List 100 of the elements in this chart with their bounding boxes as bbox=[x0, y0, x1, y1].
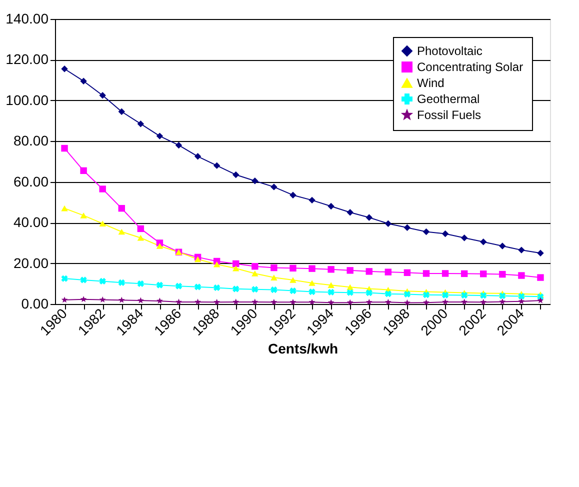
point bbox=[270, 264, 278, 272]
point bbox=[328, 202, 334, 210]
point bbox=[61, 275, 68, 282]
point bbox=[499, 270, 506, 278]
point bbox=[137, 225, 144, 232]
point bbox=[61, 66, 68, 72]
point bbox=[537, 297, 544, 304]
y-tick-label: 80.00 bbox=[13, 132, 49, 149]
point bbox=[480, 298, 487, 305]
point bbox=[346, 209, 354, 216]
point bbox=[328, 288, 334, 296]
point bbox=[80, 212, 87, 218]
legend-label: Geothermal bbox=[417, 92, 480, 106]
point bbox=[499, 242, 506, 250]
point bbox=[80, 276, 87, 284]
point bbox=[118, 108, 125, 115]
point bbox=[290, 298, 296, 305]
point bbox=[480, 270, 487, 278]
point bbox=[252, 262, 258, 270]
point bbox=[537, 293, 544, 300]
y-tick-label: 60.00 bbox=[13, 173, 49, 190]
point bbox=[270, 286, 278, 294]
point bbox=[442, 230, 449, 238]
point bbox=[214, 298, 220, 305]
point bbox=[270, 184, 278, 190]
point bbox=[346, 267, 354, 274]
point bbox=[308, 265, 316, 272]
point bbox=[384, 220, 392, 227]
point bbox=[442, 292, 449, 298]
point bbox=[518, 298, 525, 304]
point bbox=[346, 284, 354, 290]
point bbox=[366, 289, 372, 296]
y-tick-label: 40.00 bbox=[13, 214, 49, 230]
point bbox=[290, 287, 296, 294]
y-tick-label: 0.00 bbox=[21, 296, 49, 312]
point bbox=[328, 266, 334, 273]
point bbox=[328, 299, 334, 306]
point bbox=[290, 277, 296, 283]
point bbox=[366, 268, 372, 275]
point bbox=[442, 298, 448, 305]
point bbox=[308, 298, 316, 305]
point bbox=[404, 299, 410, 306]
point bbox=[384, 298, 392, 305]
point bbox=[537, 250, 544, 256]
point bbox=[499, 298, 506, 304]
point bbox=[194, 284, 202, 290]
point bbox=[442, 270, 449, 277]
point bbox=[156, 282, 164, 288]
point bbox=[290, 264, 296, 272]
point bbox=[252, 177, 258, 184]
point bbox=[80, 78, 87, 84]
point bbox=[270, 274, 278, 280]
point bbox=[252, 270, 258, 276]
point bbox=[423, 299, 430, 306]
point bbox=[232, 265, 240, 272]
point bbox=[404, 224, 411, 232]
point bbox=[308, 288, 316, 296]
point bbox=[518, 292, 525, 300]
point bbox=[156, 243, 164, 249]
point bbox=[194, 153, 202, 160]
y-tick-label: 20.00 bbox=[13, 254, 49, 271]
point bbox=[232, 286, 240, 292]
point bbox=[308, 196, 316, 204]
point bbox=[137, 234, 144, 241]
point bbox=[461, 298, 468, 305]
point bbox=[461, 292, 468, 299]
point bbox=[213, 261, 220, 268]
point bbox=[518, 272, 525, 279]
point bbox=[422, 228, 430, 236]
point bbox=[213, 162, 220, 169]
point bbox=[537, 274, 544, 281]
point bbox=[460, 270, 468, 278]
point bbox=[175, 282, 182, 290]
point bbox=[290, 192, 296, 198]
point bbox=[61, 296, 68, 303]
point bbox=[346, 299, 354, 306]
point bbox=[99, 296, 106, 302]
point bbox=[518, 246, 525, 254]
point bbox=[460, 234, 468, 242]
point bbox=[176, 298, 182, 305]
point bbox=[61, 205, 68, 212]
point bbox=[366, 298, 372, 305]
point bbox=[80, 167, 87, 174]
y-tick-label: 100.00 bbox=[6, 92, 49, 108]
y-tick-label: 140.00 bbox=[6, 10, 49, 26]
point bbox=[156, 132, 164, 140]
point bbox=[61, 144, 68, 152]
point bbox=[137, 280, 144, 287]
point bbox=[175, 142, 182, 149]
point bbox=[346, 289, 354, 296]
point bbox=[137, 297, 144, 304]
legend-label: Photovoltaic bbox=[417, 44, 482, 58]
point bbox=[99, 92, 106, 99]
point bbox=[328, 282, 334, 288]
point bbox=[232, 171, 240, 178]
point bbox=[422, 270, 430, 277]
point bbox=[118, 228, 125, 235]
point bbox=[384, 290, 392, 298]
point bbox=[194, 256, 202, 262]
point bbox=[384, 268, 392, 276]
